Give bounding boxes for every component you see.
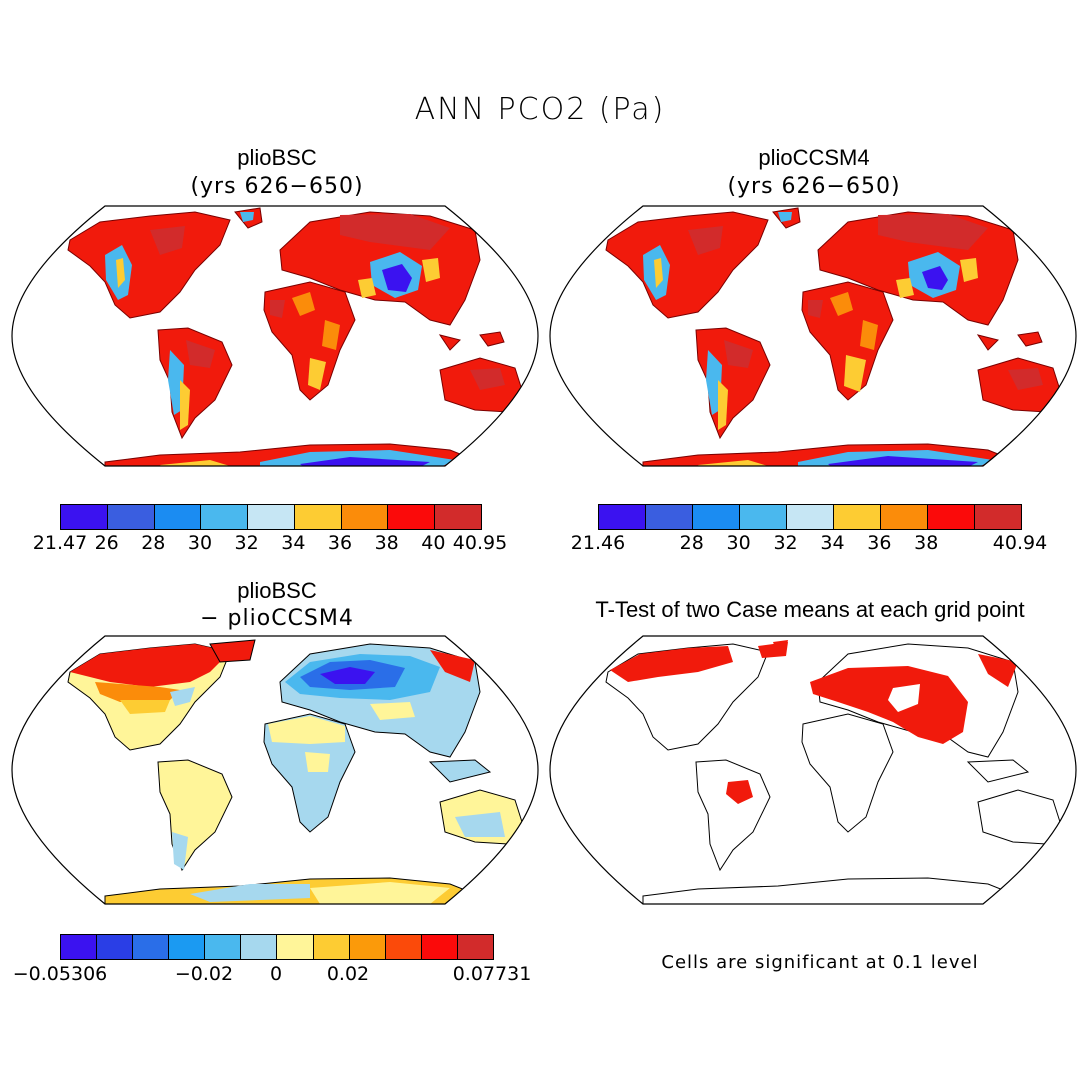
panel1-subtitle: (yrs 626−650) [190,174,364,199]
colorbar-tick-label: −0.05306 [12,963,108,985]
panel1-map [11,205,539,467]
panel3-colorbar [60,934,494,960]
colorbar-swatch [349,935,386,959]
colorbar-swatch [248,505,295,529]
north-america [605,211,769,319]
colorbar-tick-label: 40.95 [452,532,508,554]
colorbar-tick-label: 32 [234,532,259,554]
colorbar-swatch [341,505,389,529]
colorbar-swatch [277,935,314,959]
colorbar-swatch [61,935,98,959]
panel4-title: T-Test of two Case means at each grid po… [595,597,1025,622]
africa [801,281,894,401]
south-america [695,759,771,872]
colorbar-swatch [61,505,108,529]
colorbar-swatch [421,935,458,959]
significance-note: Cells are significant at 0.1 level [661,952,979,973]
colorbar-swatch [599,505,646,529]
colorbar-swatch [385,935,422,959]
colorbar-swatch [740,505,787,529]
colorbar-swatch [834,505,881,529]
colorbar-tick-label: 36 [867,532,892,554]
south-america [157,759,233,872]
colorbar-tick-label: 40.94 [992,532,1048,554]
figure-title: ANN PCO2 (Pa) [414,92,666,127]
colorbar-swatch [294,505,342,529]
colorbar-tick-label: 21.46 [570,532,626,554]
africa [263,713,356,833]
colorbar-tick-label: 34 [820,532,845,554]
panel4-map [549,635,1077,905]
colorbar-swatch [107,505,155,529]
north-america [67,211,231,319]
colorbar-tick-label: 28 [679,532,704,554]
panel2-title: plioCCSM4 [758,145,870,170]
colorbar-swatch [241,935,278,959]
colorbar-swatch [435,505,482,529]
antarctica [642,877,1019,904]
panel2-map [549,205,1077,467]
colorbar-swatch [205,935,242,959]
colorbar-swatch [457,935,493,959]
colorbar-tick-label: 21.47 [32,532,88,554]
panel1-title: plioBSC [237,145,317,170]
panel1-colorbar [60,504,482,530]
colorbar-tick-label: 38 [914,532,939,554]
colorbar-tick-label: 0.07731 [452,963,532,985]
colorbar-tick-label: 36 [327,532,353,554]
africa [263,281,356,401]
colorbar-tick-label: 34 [281,532,306,554]
colorbar-tick-label: 28 [141,532,166,554]
colorbar-tick-label: 30 [726,532,751,554]
colorbar-swatch [169,935,206,959]
colorbar-tick-label: 30 [187,532,213,554]
panel2-colorbar [598,504,1022,530]
colorbar-swatch [97,935,134,959]
colorbar-tick-label: −0.02 [174,963,234,985]
colorbar-swatch [201,505,249,529]
panel2-subtitle: (yrs 626−650) [727,174,901,199]
colorbar-tick-label: 0 [269,963,283,985]
colorbar-swatch [975,505,1021,529]
panel2-colorbar-ticks: 21.46 28 30 32 34 36 38 40.94 [571,532,1047,556]
colorbar-swatch [693,505,740,529]
panel3-subtitle: − plioCCSM4 [200,606,354,631]
panel3-map [11,635,539,905]
africa [801,713,894,833]
panel3-title: plioBSC [237,578,317,603]
colorbar-swatch [133,935,170,959]
colorbar-swatch [154,505,202,529]
colorbar-swatch [787,505,834,529]
panel1-colorbar-ticks: 21.47 26 28 30 32 34 36 38 40 40.95 [33,532,507,556]
colorbar-tick-label: 40 [421,532,446,554]
panel3-colorbar-ticks: −0.05306 −0.02 0 0.02 0.07731 [13,963,532,987]
colorbar-swatch [388,505,436,529]
colorbar-swatch [646,505,693,529]
colorbar-tick-label: 32 [773,532,798,554]
colorbar-tick-label: 38 [374,532,399,554]
colorbar-swatch [881,505,928,529]
australia [977,789,1061,845]
colorbar-swatch [313,935,350,959]
colorbar-tick-label: 26 [94,532,119,554]
colorbar-tick-label: 0.02 [326,963,370,985]
colorbar-swatch [928,505,975,529]
